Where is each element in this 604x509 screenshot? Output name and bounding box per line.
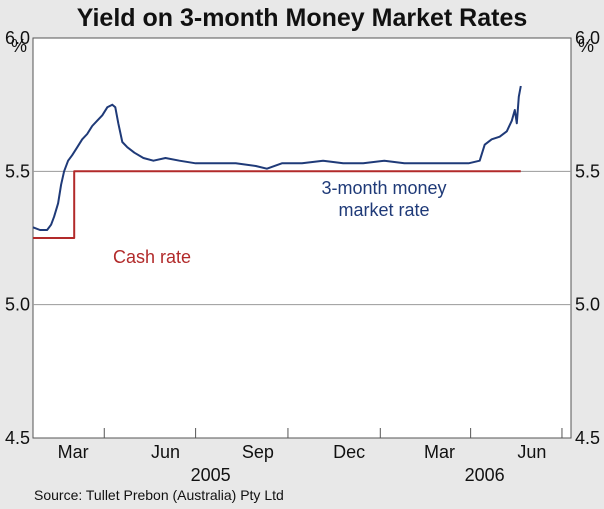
- money-market-rate-line: [32, 85, 522, 231]
- series-label: 3-month money: [321, 178, 446, 198]
- x-tick-label: Dec: [333, 442, 365, 462]
- series-layer: [32, 85, 522, 239]
- y-tick-label-right: 5.0: [575, 295, 600, 315]
- x-year-label: 2006: [465, 465, 505, 485]
- y-axis-right-unit: %: [578, 36, 594, 56]
- x-tick-label: Mar: [58, 442, 89, 462]
- cash-rate-line: [33, 170, 521, 239]
- y-tick-label-right: 4.5: [575, 428, 600, 448]
- y-tick-label-left: 5.0: [5, 295, 30, 315]
- x-tick-label: Jun: [517, 442, 546, 462]
- y-tick-label-right: 6.0: [575, 28, 600, 48]
- y-tick-label-left: 5.5: [5, 161, 30, 181]
- y-axis-left: 6.0 5.5 5.0 4.5: [5, 28, 30, 448]
- chart-title: Yield on 3-month Money Market Rates: [77, 4, 528, 32]
- plot-area: [32, 37, 572, 439]
- x-axis: Mar Jun Sep Dec Mar Jun 2005 2006: [58, 428, 563, 485]
- series-label: Cash rate: [113, 247, 191, 267]
- series-label: market rate: [338, 200, 429, 220]
- y-axis-right: 6.0 5.5 5.0 4.5: [575, 28, 600, 448]
- x-tick-label: Sep: [242, 442, 274, 462]
- x-tick-label: Mar: [424, 442, 455, 462]
- y-tick-label-left: 4.5: [5, 428, 30, 448]
- source-note: Source: Tullet Prebon (Australia) Pty Lt…: [34, 487, 284, 503]
- y-tick-label-left: 6.0: [5, 28, 30, 48]
- x-year-label: 2005: [191, 465, 231, 485]
- x-tick-label: Jun: [151, 442, 180, 462]
- y-axis-left-unit: %: [11, 36, 27, 56]
- y-tick-label-right: 5.5: [575, 161, 600, 181]
